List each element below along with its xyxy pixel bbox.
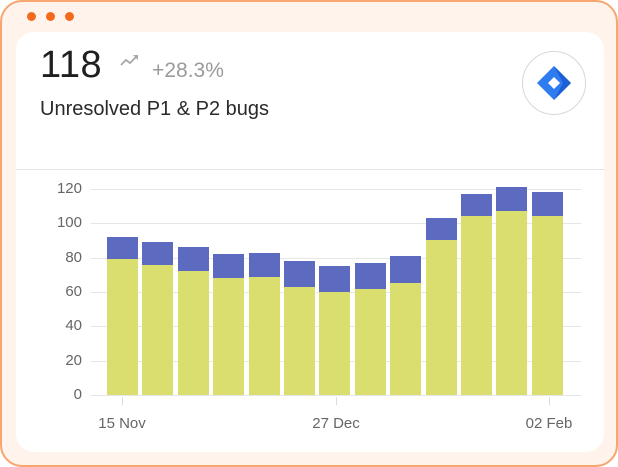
window-dot-icon[interactable]	[46, 12, 55, 21]
x-axis-tick	[336, 397, 337, 405]
jira-logo-icon	[522, 51, 586, 115]
bar-group[interactable]	[354, 262, 386, 395]
bar-segment-p2	[107, 259, 138, 395]
window-dot-icon[interactable]	[27, 12, 36, 21]
bar-group[interactable]	[107, 237, 138, 395]
bar-segment-p2	[425, 240, 457, 395]
bar-group[interactable]	[142, 242, 174, 395]
window-dot-icon[interactable]	[65, 12, 74, 21]
x-axis-tick-label: 02 Feb	[525, 415, 573, 432]
bar-segment-p2	[284, 286, 315, 395]
gridline	[91, 189, 581, 190]
stacked-bar-chart: 0 20 40 60 80 100 120 15 Nov 27 Dec 02 Feb	[16, 32, 604, 452]
gridline	[91, 223, 581, 225]
bar-segment-p1	[248, 252, 280, 277]
x-axis-tick	[549, 397, 550, 405]
metric-card: 118 +28.3% Unresolved P1 & P2 bugs 0 20 40…	[16, 32, 604, 452]
x-axis-tick-label: 27 Dec	[312, 415, 360, 432]
bar-group[interactable]	[390, 255, 422, 395]
x-axis-tick	[122, 397, 123, 405]
kpi-change: +28.3%	[152, 59, 224, 82]
window-controls	[27, 12, 74, 21]
bar-segment-p1	[354, 262, 386, 289]
bar-segment-p1	[319, 266, 351, 292]
bar-segment-p1	[107, 237, 138, 260]
bar-group[interactable]	[319, 266, 351, 395]
y-axis-tick-label: 40	[65, 317, 82, 335]
y-axis-tick-label: 80	[65, 248, 82, 266]
bar-group[interactable]	[177, 247, 209, 395]
jira-diamond-icon	[537, 66, 571, 100]
gridline	[91, 395, 581, 396]
bar-group[interactable]	[496, 187, 528, 395]
bar-segment-p2	[354, 288, 386, 395]
bar-group[interactable]	[213, 254, 245, 395]
y-axis-tick-label: 60	[65, 283, 82, 300]
gridline	[91, 257, 581, 259]
bar-segment-p1	[461, 194, 492, 217]
bar-segment-p1	[531, 192, 563, 217]
bar-group[interactable]	[248, 252, 280, 395]
y-axis-tick-label: 20	[65, 351, 82, 369]
bar-segment-p1	[177, 247, 209, 272]
bar-segment-p1	[142, 242, 174, 265]
bar-segment-p2	[461, 216, 492, 395]
bar-segment-p2	[531, 216, 563, 395]
header-divider	[16, 169, 604, 170]
bar-group[interactable]	[461, 194, 492, 395]
bar-segment-p1	[425, 218, 457, 241]
bar-segment-p2	[390, 283, 422, 395]
bar-group[interactable]	[284, 261, 315, 395]
x-axis-tick-label: 15 Nov	[98, 415, 146, 432]
bar-group[interactable]	[425, 218, 457, 395]
bar-segment-p1	[284, 261, 315, 287]
y-axis-tick-label: 0	[73, 386, 82, 403]
bar-segment-p2	[213, 278, 245, 395]
y-axis-tick-label: 120	[56, 180, 82, 197]
bar-segment-p2	[248, 276, 280, 395]
bar-segment-p1	[496, 187, 528, 212]
bar-group[interactable]	[531, 192, 563, 395]
kpi-row: 118 +28.3%	[40, 44, 224, 87]
card-subtitle: Unresolved P1 & P2 bugs	[40, 98, 270, 120]
y-axis-tick-label: 100	[56, 214, 82, 232]
trending-up-icon	[120, 55, 139, 66]
bar-segment-p2	[142, 264, 174, 395]
bar-segment-p2	[319, 292, 351, 395]
bar-segment-p1	[213, 254, 245, 279]
bar-segment-p2	[496, 211, 528, 395]
kpi-value: 118	[40, 44, 103, 86]
bar-segment-p2	[177, 271, 209, 395]
bar-segment-p1	[390, 255, 422, 284]
